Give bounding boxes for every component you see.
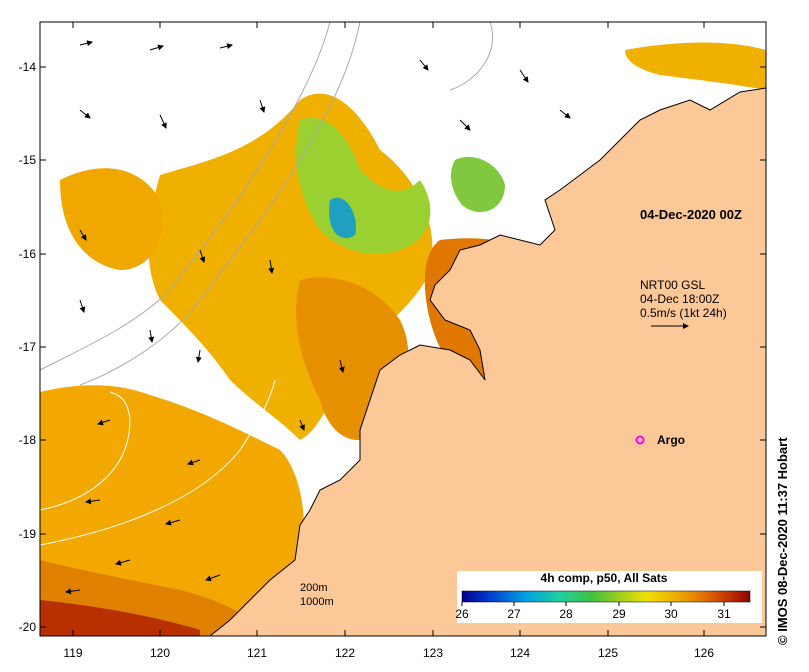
sst-field: [40, 42, 766, 636]
lon-label-120: 120: [150, 646, 170, 660]
isobath-1000-label: 1000m: [300, 596, 334, 608]
lon-label-123: 123: [423, 646, 443, 660]
current-time-label: 04-Dec 18:00Z: [640, 292, 719, 306]
lat-label-16: -16: [19, 247, 37, 261]
current-source-label: NRT00 GSL: [640, 278, 705, 292]
lon-label-121: 121: [247, 646, 267, 660]
colorbar-tick-30: 30: [664, 607, 678, 621]
credit-text: © IMOS 08-Dec-2020 11:37 Hobart: [775, 437, 790, 645]
argo-marker: [635, 435, 645, 445]
lat-label-19: -19: [19, 527, 37, 541]
current-vectors: [65, 40, 571, 595]
lon-label-125: 125: [598, 646, 618, 660]
current-legend: NRT00 GSL 04-Dec 18:00Z 0.5m/s (1kt 24h): [640, 278, 727, 320]
lat-label-15: -15: [19, 153, 37, 167]
lat-label-14: -14: [19, 60, 37, 74]
colorbar-gradient: [461, 590, 751, 603]
map-border: [39, 21, 767, 637]
colorbar-title: 4h comp, p50, All Sats: [541, 571, 668, 585]
isobaths: [39, 21, 494, 386]
lat-axis: [40, 66, 766, 628]
colorbar-tick-28: 28: [559, 607, 573, 621]
product-title: 04-Dec-2020 00Z: [640, 207, 742, 222]
colorbar-tick-29: 29: [612, 607, 626, 621]
lon-label-126: 126: [694, 646, 714, 660]
colorbar-tick-31: 31: [717, 607, 731, 621]
landmass: [208, 87, 767, 637]
isobath-legend: 200m 1000m: [300, 582, 334, 608]
lon-axis: [72, 22, 705, 636]
lon-label-124: 124: [510, 646, 530, 660]
lon-label-122: 122: [335, 646, 355, 660]
lat-label-17: -17: [19, 340, 37, 354]
isobaths-white: [39, 379, 276, 546]
argo-label: Argo: [657, 433, 685, 447]
lat-label-20: -20: [19, 620, 37, 634]
lon-label-119: 119: [63, 646, 82, 660]
current-scale-label: 0.5m/s (1kt 24h): [640, 306, 727, 320]
colorbar-tick-26: 26: [455, 607, 469, 621]
colorbar-tick-27: 27: [507, 607, 521, 621]
isobath-200-label: 200m: [300, 582, 328, 594]
lat-label-18: -18: [19, 433, 37, 447]
colorbar-ticks: [461, 602, 725, 606]
